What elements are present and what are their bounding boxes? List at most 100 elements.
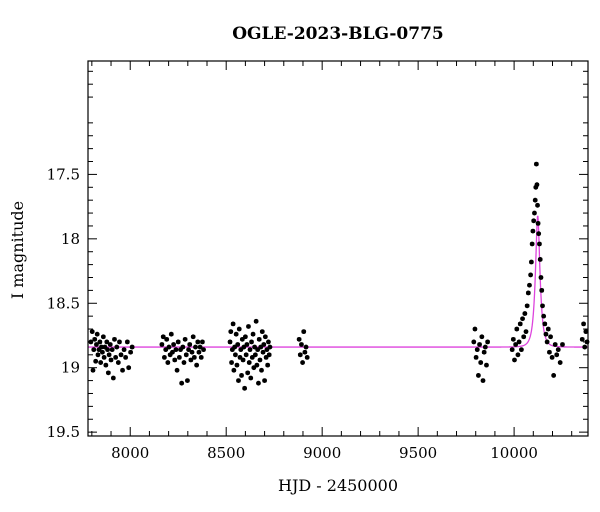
point-marker [539, 287, 545, 293]
data-point [170, 349, 175, 355]
data-point [472, 326, 478, 332]
data-point [240, 357, 246, 363]
point-marker [551, 373, 557, 378]
point-marker [299, 342, 304, 347]
data-point [228, 329, 234, 335]
data-point [166, 344, 172, 350]
point-marker [527, 282, 532, 288]
data-point [257, 357, 263, 363]
data-point [165, 360, 171, 365]
data-point [89, 329, 95, 335]
data-point [551, 373, 557, 378]
data-point [252, 352, 258, 358]
point-marker [257, 357, 263, 363]
y-tick-label: 19.5 [47, 423, 80, 441]
point-marker [515, 352, 521, 358]
point-marker [579, 336, 585, 342]
data-point [535, 202, 540, 208]
data-point [301, 329, 307, 335]
data-point [90, 367, 96, 373]
data-point [537, 257, 543, 262]
point-marker [109, 347, 115, 353]
data-point [579, 336, 585, 342]
point-marker [479, 334, 485, 340]
data-point [186, 347, 191, 353]
data-point [262, 378, 267, 383]
data-point [175, 339, 181, 345]
data-point [246, 360, 252, 365]
point-marker [160, 334, 166, 340]
data-point [516, 339, 522, 345]
point-marker [259, 329, 265, 335]
x-tick-label: 8500 [207, 444, 245, 462]
point-marker [246, 324, 251, 329]
point-marker [243, 352, 249, 358]
data-point [106, 352, 112, 358]
point-marker [296, 336, 302, 342]
point-marker [105, 370, 111, 376]
point-marker [193, 344, 198, 350]
point-marker [301, 329, 307, 335]
data-point [583, 329, 589, 335]
data-point [190, 334, 196, 340]
data-point [531, 218, 537, 224]
data-point [161, 354, 167, 360]
point-marker [234, 362, 240, 368]
data-point [163, 347, 169, 353]
data-point [265, 362, 271, 368]
data-point [242, 334, 248, 340]
point-marker [471, 339, 477, 345]
point-marker [120, 367, 125, 373]
data-point [173, 347, 179, 353]
point-marker [474, 347, 480, 353]
y-tick-label: 17.5 [47, 165, 80, 183]
point-marker [512, 357, 517, 363]
data-point [233, 331, 239, 337]
data-point [304, 354, 310, 360]
point-marker [199, 339, 205, 345]
point-marker [101, 354, 107, 360]
data-point [302, 349, 308, 355]
point-marker [99, 349, 105, 355]
data-point [171, 342, 177, 347]
data-point [114, 344, 120, 350]
data-point [99, 349, 105, 355]
data-point [227, 339, 233, 345]
point-marker [171, 342, 177, 347]
point-marker [537, 257, 543, 262]
data-point [179, 380, 185, 386]
data-point [189, 349, 195, 355]
data-point [180, 344, 186, 350]
point-marker [90, 367, 96, 373]
data-point [94, 342, 99, 347]
point-marker [473, 354, 479, 360]
point-marker [545, 326, 551, 332]
point-marker [582, 344, 588, 350]
point-marker [188, 357, 194, 363]
data-point [554, 352, 560, 358]
data-point [303, 344, 309, 350]
point-marker [477, 342, 482, 347]
point-marker [485, 339, 491, 345]
point-marker [248, 375, 254, 381]
point-marker [266, 352, 272, 358]
data-point [533, 161, 539, 167]
data-point [243, 352, 249, 358]
data-point [92, 336, 98, 342]
point-marker [548, 334, 553, 340]
point-marker [114, 344, 120, 350]
data-point [231, 367, 237, 373]
point-marker [117, 339, 122, 345]
point-marker [182, 336, 188, 342]
model-curve [88, 215, 588, 348]
point-marker [104, 339, 110, 345]
data-point [196, 349, 202, 355]
point-marker [537, 241, 542, 247]
data-point [101, 354, 107, 360]
data-point [113, 354, 119, 360]
point-marker [185, 378, 190, 383]
data-point [266, 339, 271, 345]
data-point [194, 362, 200, 368]
point-marker [266, 339, 271, 345]
point-marker [161, 354, 167, 360]
